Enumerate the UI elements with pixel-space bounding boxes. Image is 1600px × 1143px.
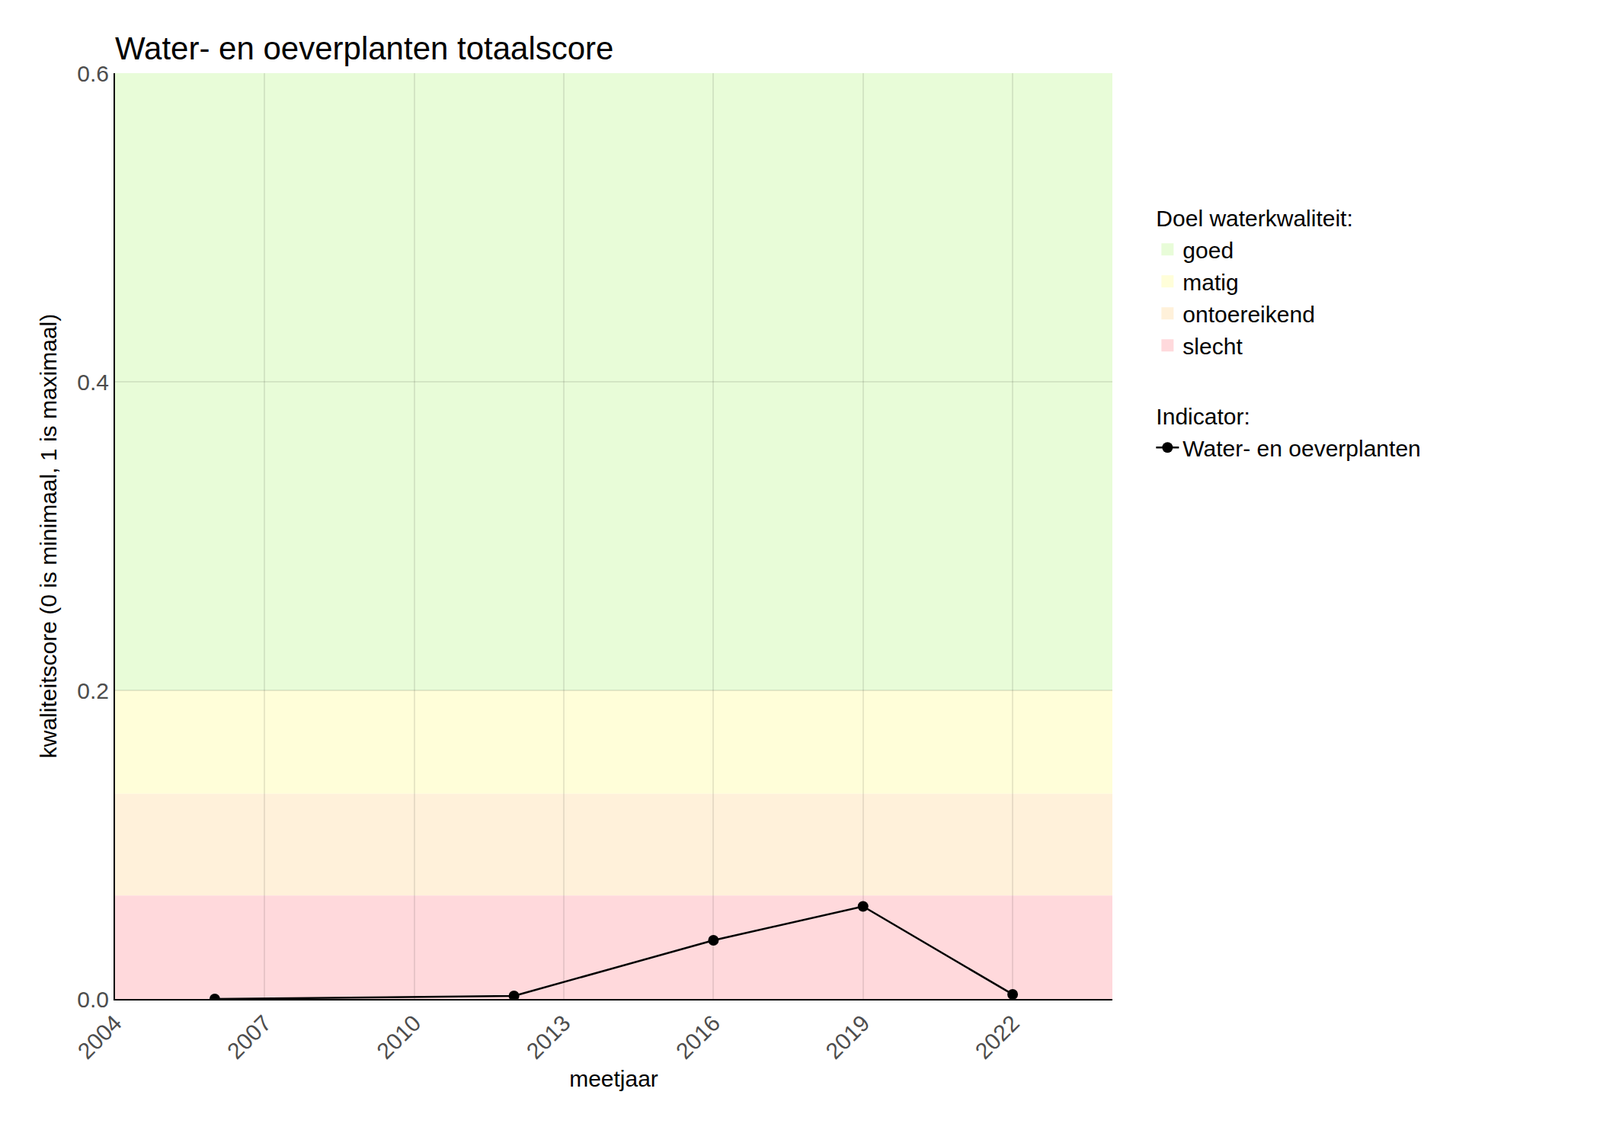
svg-text:0.4: 0.4: [76, 369, 109, 395]
svg-text:2010: 2010: [371, 1010, 426, 1065]
svg-text:kwaliteitscore (0 is minimaal,: kwaliteitscore (0 is minimaal, 1 is maxi…: [35, 313, 61, 759]
svg-text:Indicator:: Indicator:: [1155, 403, 1250, 429]
svg-text:2019: 2019: [820, 1010, 875, 1065]
svg-text:2022: 2022: [969, 1010, 1024, 1065]
svg-text:0.6: 0.6: [76, 60, 109, 87]
svg-text:2004: 2004: [72, 1010, 127, 1065]
svg-text:2013: 2013: [521, 1010, 576, 1065]
svg-text:slecht: slecht: [1182, 333, 1243, 359]
svg-text:goed: goed: [1182, 237, 1234, 263]
svg-text:Water- en oeverplanten: Water- en oeverplanten: [1182, 435, 1421, 461]
svg-text:Water- en oeverplanten totaals: Water- en oeverplanten totaalscore: [115, 30, 614, 67]
svg-text:2016: 2016: [671, 1010, 726, 1065]
svg-text:matig: matig: [1182, 269, 1239, 295]
svg-text:0.2: 0.2: [76, 678, 109, 704]
svg-text:ontoereikend: ontoereikend: [1182, 301, 1315, 327]
svg-text:meetjaar: meetjaar: [569, 1065, 659, 1092]
svg-text:2007: 2007: [222, 1010, 277, 1065]
svg-text:0.0: 0.0: [76, 986, 109, 1012]
svg-text:Doel waterkwaliteit:: Doel waterkwaliteit:: [1155, 205, 1353, 231]
